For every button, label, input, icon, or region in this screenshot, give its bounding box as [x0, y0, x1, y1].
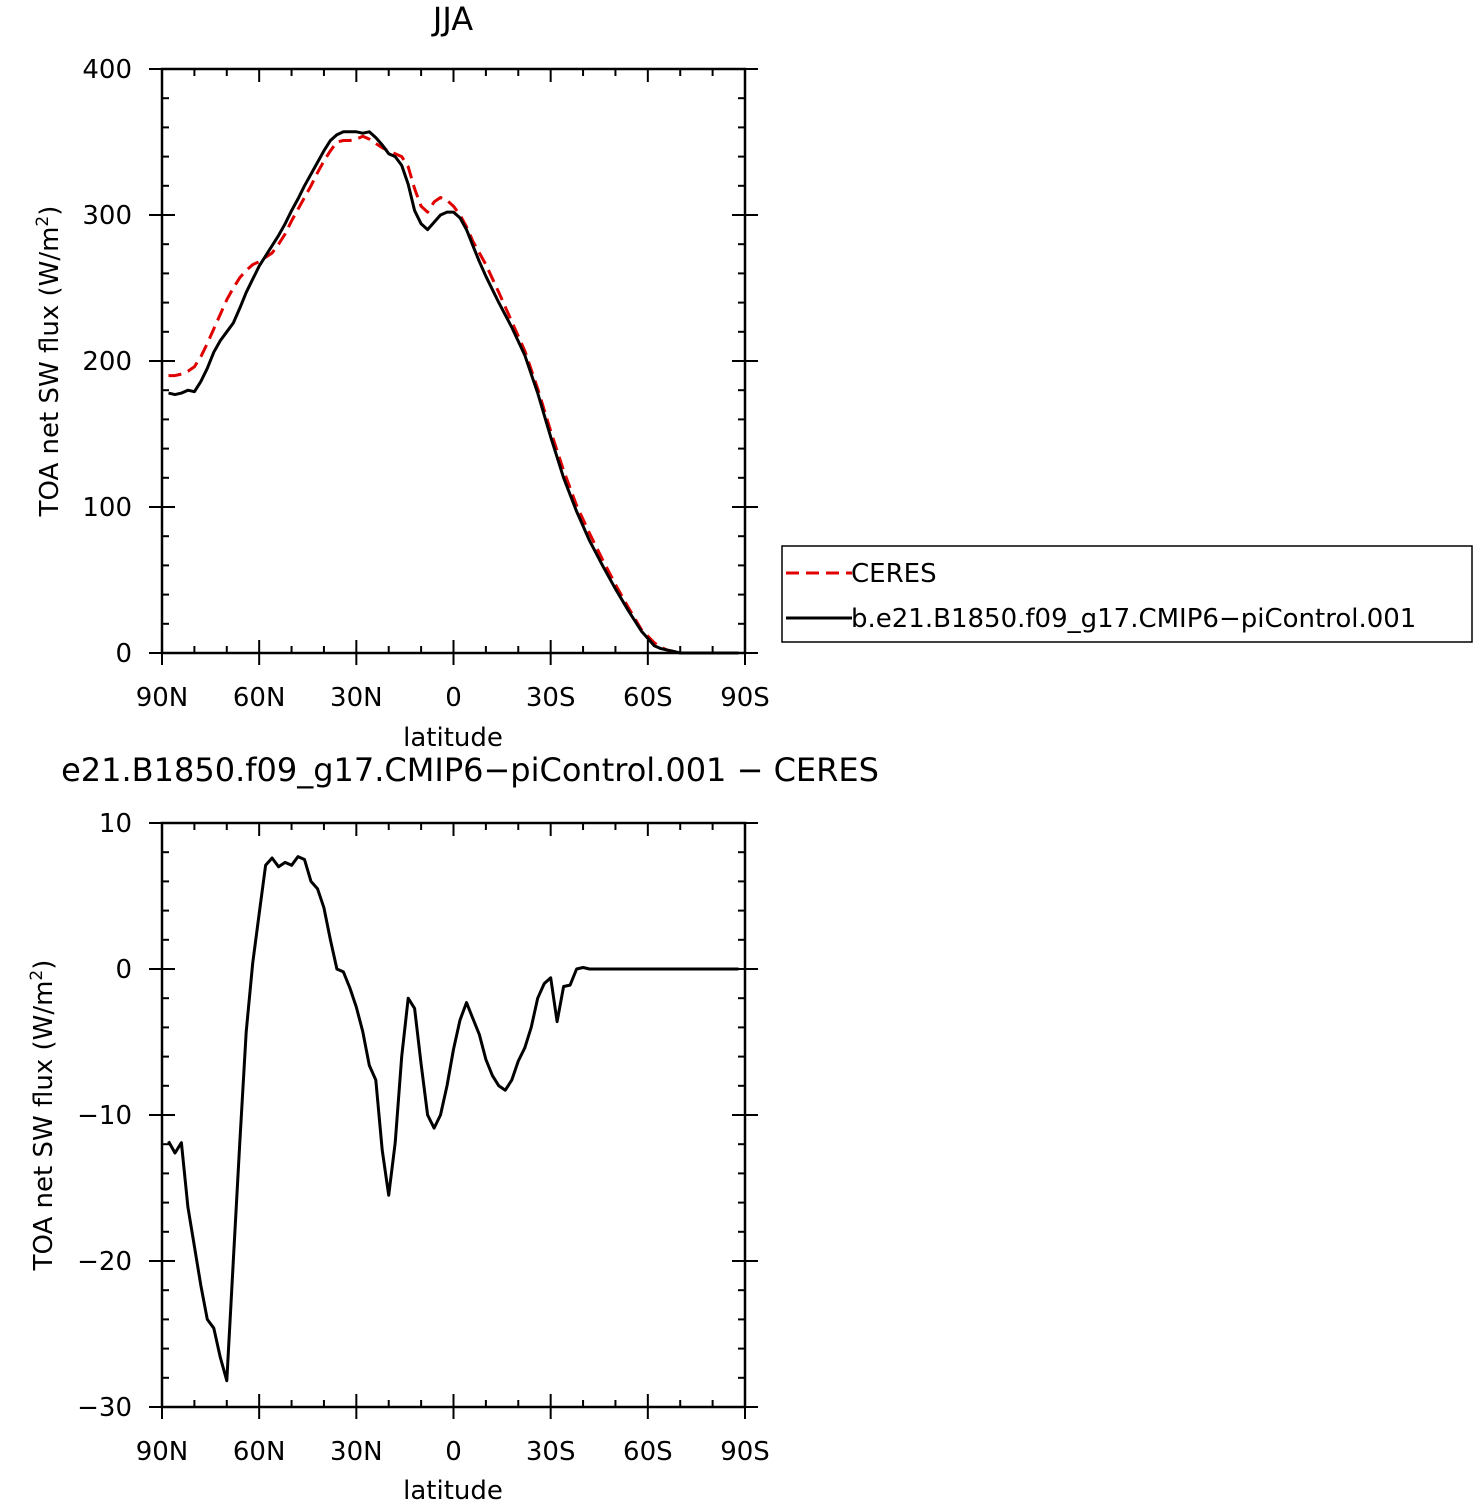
flux-y-tick-label: 100 [82, 493, 132, 523]
difference-y-tick-label: −10 [77, 1101, 132, 1131]
difference-x-tick-label: 60S [623, 1437, 673, 1467]
difference-x-tick-label: 0 [445, 1437, 462, 1467]
difference-y-tick-label: 10 [99, 809, 132, 839]
difference-lines [167, 855, 739, 1383]
flux-y-tick-label: 400 [82, 55, 132, 85]
flux-x-tick-label: 30S [526, 683, 576, 713]
flux-series-ceres-line [168, 134, 739, 655]
flux-y-axis-label: TOA net SW flux (W/m2) [33, 206, 65, 518]
difference-axes: 90N 60N 30N 0 30S 60S 90S −30 −20 −10 0 10 [77, 809, 770, 1467]
difference-series-model-line [167, 855, 739, 1383]
legend-box [781, 545, 1473, 643]
legend-model-label: b.e21.B1850.f09_g17.CMIP6−piControl.001 [851, 604, 1416, 634]
flux-series-model-line [168, 130, 739, 655]
difference-x-tick-label: 30S [526, 1437, 576, 1467]
difference-x-tick-label: 30N [330, 1437, 383, 1467]
flux-y-tick-label: 0 [115, 639, 132, 669]
difference-y-axis-label: TOA net SW flux (W/m2) [27, 960, 59, 1272]
difference-x-tick-label: 90N [136, 1437, 189, 1467]
difference-y-tick-label: −30 [77, 1393, 132, 1423]
flux-x-tick-label: 60N [233, 683, 286, 713]
difference-y-tick-label: 0 [115, 955, 132, 985]
flux-x-tick-label: 90N [136, 683, 189, 713]
legend-ceres-label: CERES [851, 559, 937, 589]
flux-axes: 90N 60N 30N 0 30S 60S 90S 0 100 200 300 400 [82, 55, 769, 713]
difference-x-axis-label: latitude [403, 1476, 503, 1506]
flux-x-tick-label: 90S [720, 683, 770, 713]
difference-x-tick-label: 60N [233, 1437, 286, 1467]
flux-x-tick-label: 0 [445, 683, 462, 713]
difference-panel: e21.B1850.f09_g17.CMIP6−piControl.001 − … [27, 751, 879, 1506]
difference-y-tick-label: −20 [77, 1247, 132, 1277]
flux-panel-title: JJA [431, 0, 473, 38]
flux-y-tick-label: 200 [82, 347, 132, 377]
difference-panel-title: e21.B1850.f09_g17.CMIP6−piControl.001 − … [61, 751, 879, 789]
flux-panel: JJA 90N 60N 30N 0 30S 60S 90S 0 100 200 300 400 lat… [33, 0, 1473, 753]
legend: CERES b.e21.B1850.f09_g17.CMIP6−piContro… [781, 545, 1473, 643]
flux-plot-frame [160, 67, 747, 655]
difference-x-tick-label: 90S [720, 1437, 770, 1467]
flux-x-tick-label: 60S [623, 683, 673, 713]
flux-y-tick-label: 300 [82, 201, 132, 231]
difference-plot-frame [160, 821, 747, 1409]
flux-x-axis-label: latitude [403, 723, 503, 753]
flux-lines [168, 130, 739, 655]
flux-x-tick-label: 30N [330, 683, 383, 713]
